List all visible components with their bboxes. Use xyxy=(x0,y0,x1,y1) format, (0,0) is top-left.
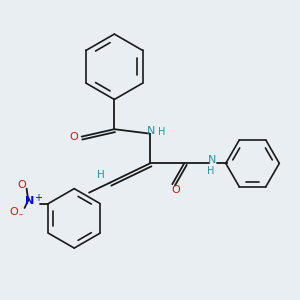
Text: O: O xyxy=(9,207,18,218)
Text: N: N xyxy=(25,196,34,206)
Text: O: O xyxy=(70,132,79,142)
Text: O: O xyxy=(171,184,180,194)
Text: -: - xyxy=(19,209,23,219)
Text: H: H xyxy=(158,127,165,137)
Text: H: H xyxy=(97,170,105,180)
Text: O: O xyxy=(18,180,27,190)
Text: H: H xyxy=(207,166,214,176)
Text: N: N xyxy=(147,126,156,136)
Text: +: + xyxy=(34,193,42,202)
Text: N: N xyxy=(208,155,217,165)
